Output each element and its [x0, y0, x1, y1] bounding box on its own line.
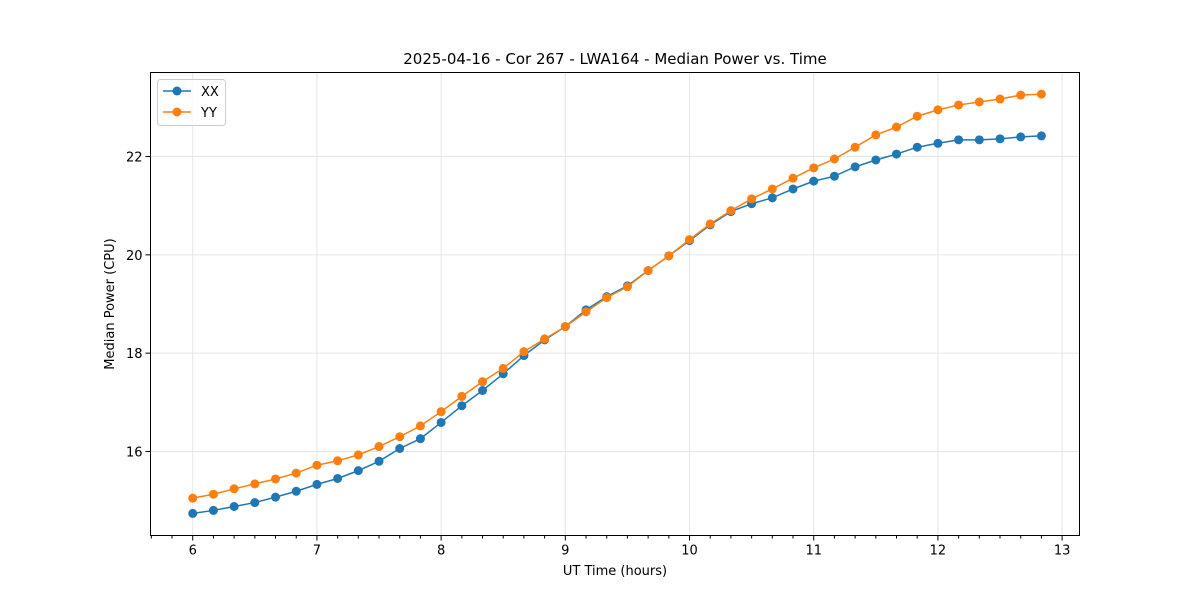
data-point-yy	[788, 173, 798, 183]
x-tick-label: 6	[189, 544, 197, 559]
x-tick-label: 7	[313, 544, 321, 559]
data-point-yy	[415, 421, 425, 431]
data-point-yy	[871, 130, 881, 140]
series-layer	[188, 89, 1046, 518]
data-point-xx	[415, 434, 425, 444]
series-line-yy	[192, 93, 1042, 499]
plot-frame	[150, 72, 1080, 536]
series-line-xx	[192, 135, 1042, 515]
data-point-xx	[188, 508, 198, 518]
data-point-yy	[726, 206, 736, 216]
data-point-yy	[250, 479, 260, 489]
data-point-yy	[478, 377, 488, 387]
data-point-yy	[581, 307, 591, 317]
data-point-yy	[1036, 89, 1046, 99]
y-tick-label: 22	[126, 151, 143, 166]
data-point-xx	[457, 401, 467, 411]
legend-xx-marker	[172, 86, 182, 96]
data-point-yy	[933, 105, 943, 115]
data-point-yy	[685, 235, 695, 245]
data-point-yy	[188, 493, 198, 503]
data-point-xx	[912, 142, 922, 152]
legend-yy-marker	[172, 107, 182, 117]
data-point-yy	[519, 347, 529, 357]
data-point-yy	[705, 219, 715, 229]
y-tick-label: 18	[126, 347, 143, 362]
data-point-yy	[271, 474, 281, 484]
data-point-xx	[436, 417, 446, 427]
data-point-yy	[353, 450, 363, 460]
x-tick-label: 9	[561, 544, 569, 559]
legend: XX YY	[157, 79, 226, 126]
data-point-xx	[374, 456, 384, 466]
data-point-yy	[829, 154, 839, 164]
data-point-xx	[850, 162, 860, 172]
legend-xx-label: XX	[201, 85, 219, 100]
data-point-xx	[208, 505, 218, 515]
x-tick-label: 12	[930, 544, 947, 559]
data-point-yy	[229, 484, 239, 494]
data-point-yy	[395, 432, 405, 442]
data-point-yy	[436, 407, 446, 417]
x-tick-label: 8	[437, 544, 445, 559]
x-tick-label: 13	[1054, 544, 1071, 559]
data-point-yy	[850, 142, 860, 152]
data-point-yy	[208, 489, 218, 499]
data-point-xx	[809, 176, 819, 186]
data-point-xx	[767, 193, 777, 203]
data-point-yy	[312, 460, 322, 470]
data-point-yy	[892, 122, 902, 132]
y-axis-label: Median Power (CPU)	[103, 238, 118, 369]
data-point-xx	[1016, 132, 1026, 142]
chart-title: 2025-04-16 - Cor 267 - LWA164 - Median P…	[403, 50, 827, 68]
data-point-yy	[664, 251, 674, 261]
data-point-yy	[747, 194, 757, 204]
y-tick-label: 20	[126, 249, 143, 264]
data-point-yy	[643, 266, 653, 276]
data-point-yy	[912, 111, 922, 121]
data-point-xx	[829, 171, 839, 181]
data-point-yy	[1016, 90, 1026, 100]
data-point-yy	[767, 184, 777, 194]
data-point-xx	[333, 473, 343, 483]
data-point-xx	[974, 135, 984, 145]
data-point-xx	[995, 134, 1005, 144]
data-point-yy	[540, 334, 550, 344]
data-point-xx	[229, 502, 239, 512]
data-point-xx	[312, 479, 322, 489]
data-point-yy	[560, 322, 570, 332]
data-point-yy	[974, 97, 984, 107]
x-tick-label: 11	[805, 544, 822, 559]
data-point-yy	[995, 94, 1005, 104]
data-point-yy	[809, 163, 819, 173]
data-point-xx	[271, 492, 281, 502]
data-point-yy	[457, 391, 467, 401]
data-point-yy	[602, 293, 612, 303]
data-point-xx	[954, 135, 964, 145]
data-point-yy	[333, 456, 343, 466]
data-point-yy	[954, 100, 964, 110]
data-point-yy	[498, 363, 508, 373]
data-point-xx	[892, 149, 902, 159]
data-point-xx	[291, 486, 301, 496]
data-point-xx	[871, 155, 881, 165]
data-point-xx	[395, 444, 405, 454]
data-point-yy	[374, 442, 384, 452]
data-point-xx	[933, 138, 943, 148]
x-axis-label: UT Time (hours)	[563, 564, 667, 579]
x-tick-label: 10	[681, 544, 698, 559]
grid	[150, 72, 1080, 536]
y-tick-label: 16	[126, 445, 143, 460]
data-point-yy	[291, 468, 301, 478]
data-point-yy	[622, 282, 632, 292]
data-point-xx	[788, 184, 798, 194]
data-point-xx	[353, 466, 363, 476]
data-point-xx	[478, 386, 488, 396]
data-point-xx	[250, 498, 260, 508]
ticks: 6 7 8 9 10 11 12 13 16 18 20 22	[126, 151, 1070, 559]
legend-yy-label: YY	[200, 106, 217, 121]
data-point-xx	[1036, 131, 1046, 141]
